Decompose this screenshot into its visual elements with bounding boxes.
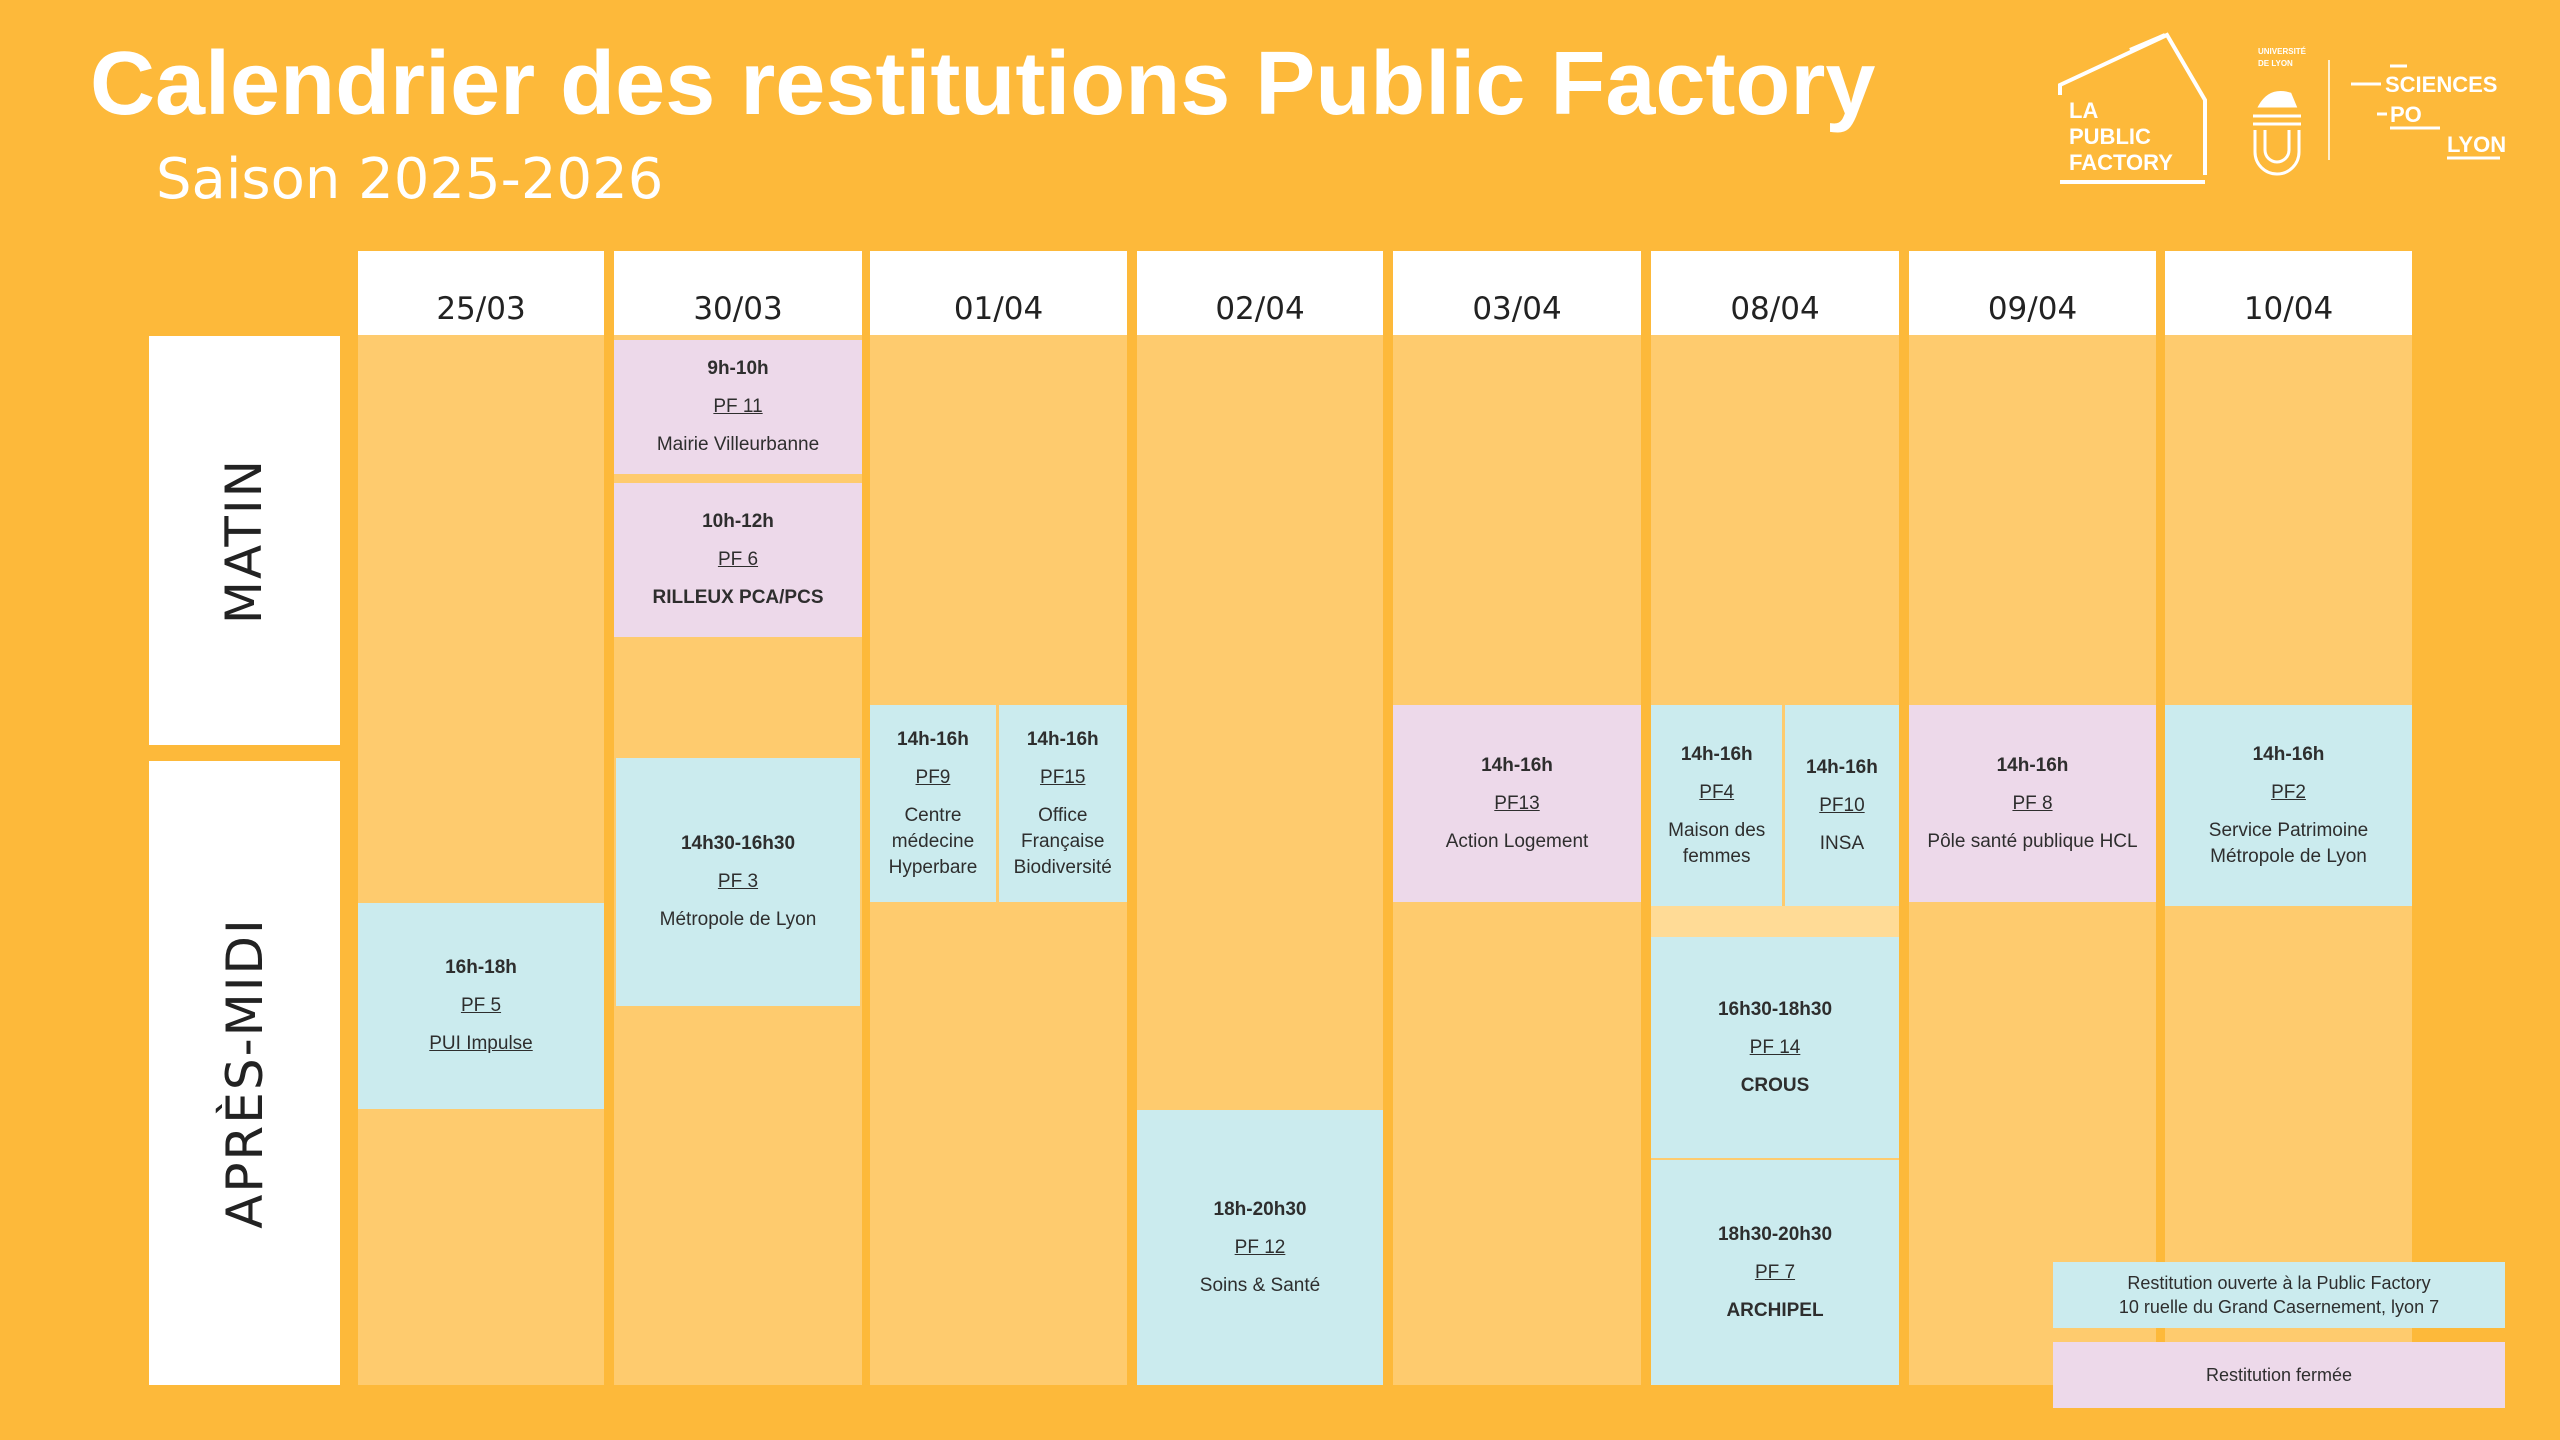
event-code-link[interactable]: PF10 (1819, 794, 1865, 816)
event-code-link[interactable]: PF 11 (713, 396, 763, 417)
event-partner: PUI Impulse (429, 1033, 533, 1054)
event-partner: INSA (1819, 832, 1865, 854)
event-code-link[interactable]: PF 7 (1754, 1261, 1796, 1283)
event-time: 14h-16h (1680, 743, 1753, 765)
event-code-link[interactable]: PF 6 (717, 549, 759, 570)
svg-text:LA: LA (2069, 98, 2098, 123)
event-partner: CROUS (1740, 1074, 1810, 1096)
page-subtitle: Saison 2025-2026 (156, 147, 664, 212)
event-time: 14h-16h (2252, 743, 2325, 765)
event-code-link[interactable]: PF 3 (717, 871, 759, 892)
event-time: 16h30-18h30 (1717, 998, 1833, 1020)
event-partner: Centre médecine Hyperbare (888, 804, 978, 878)
event-code-link[interactable]: PF13 (1494, 792, 1540, 814)
legend-open: Restitution ouverte à la Public Factory … (2053, 1262, 2505, 1328)
svg-text:SCIENCES: SCIENCES (2385, 72, 2497, 97)
event-time: 14h-16h (1026, 728, 1099, 750)
event-code-link[interactable]: PF 14 (1749, 1036, 1801, 1058)
legend-closed: Restitution fermée (2053, 1342, 2505, 1408)
event-partner: Action Logement (1445, 830, 1589, 852)
row-label-afternoon-text: APRÈS-MIDI (215, 917, 274, 1229)
event-time: 18h-20h30 (1213, 1198, 1307, 1220)
public-factory-logo (2058, 32, 2207, 184)
event-pf4[interactable]: 14h-16h PF4 Maison des femmes (1651, 705, 1783, 906)
event-partner: ARCHIPEL (1726, 1299, 1824, 1321)
event-code-link[interactable]: PF 5 (460, 995, 502, 1016)
svg-text:PUBLIC: PUBLIC (2069, 124, 2151, 149)
row-label-morning: MATIN (149, 336, 340, 745)
event-pf3[interactable]: 14h30-16h30 PF 3 Métropole de Lyon (616, 758, 860, 1006)
event-pf14[interactable]: 16h30-18h30 PF 14 CROUS (1651, 937, 1899, 1158)
partner-logos: LA PUBLIC FACTORY UNIVERSITÉ DE LYON SCI… (2058, 32, 2506, 184)
event-partner: Mairie Villeurbanne (656, 434, 820, 455)
day-label: 10/04 (2243, 291, 2334, 327)
svg-text:UNIVERSITÉ: UNIVERSITÉ (2258, 47, 2307, 56)
event-pf8[interactable]: 14h-16h PF 8 Pôle santé publique HCL (1909, 705, 2156, 902)
event-pf12[interactable]: 18h-20h30 PF 12 Soins & Santé (1137, 1110, 1383, 1385)
event-time: 14h-16h (897, 728, 969, 750)
event-pf6[interactable]: 10h-12h PF 6 RILLEUX PCA/PCS (614, 483, 862, 637)
day-label: 02/04 (1215, 291, 1305, 327)
day-label: 09/04 (1987, 291, 2078, 327)
svg-text:PO: PO (2390, 102, 2422, 127)
day-header: 01/04 (870, 251, 1127, 335)
event-pf5[interactable]: 16h-18h PF 5 PUI Impulse (358, 903, 604, 1109)
event-pf15[interactable]: 14h-16h PF15 Office Française Biodiversité (998, 705, 1127, 902)
day-label: 08/04 (1730, 291, 1820, 327)
day-column: 25/03 (358, 251, 604, 1385)
event-time: 18h30-20h30 (1717, 1223, 1833, 1245)
day-label: 25/03 (436, 291, 526, 327)
day-body (358, 335, 604, 1385)
event-partner: Office Française Biodiversité (1013, 804, 1112, 878)
event-partner: Service Patrimoine Métropole de Lyon (2208, 819, 2369, 867)
event-code-link[interactable]: PF 12 (1234, 1236, 1286, 1258)
legend-closed-text: Restitution fermée (2205, 1365, 2353, 1385)
row-label-morning-text: MATIN (215, 457, 274, 624)
event-code-link[interactable]: PF9 (915, 766, 951, 788)
event-code-link[interactable]: PF4 (1699, 781, 1735, 803)
event-pf2[interactable]: 14h-16h PF2 Service Patrimoine Métropole d… (2165, 705, 2412, 906)
event-pf13[interactable]: 14h-16h PF13 Action Logement (1393, 705, 1641, 902)
day-label: 30/03 (693, 291, 783, 327)
svg-text:LYON: LYON (2447, 132, 2506, 157)
svg-text:FACTORY: FACTORY (2069, 150, 2173, 175)
event-time: 14h-16h (1481, 754, 1553, 776)
event-partner: RILLEUX PCA/PCS (652, 587, 824, 608)
legend-open-line2: 10 ruelle du Grand Casernement, lyon 7 (2118, 1297, 2440, 1317)
day-header: 25/03 (358, 251, 604, 335)
row-label-afternoon: APRÈS-MIDI (149, 761, 340, 1385)
event-partner: Métropole de Lyon (659, 909, 817, 930)
event-code-link[interactable]: PF 8 (2012, 792, 2053, 814)
event-time: 14h-16h (1996, 754, 2069, 776)
sciences-po-lyon-logo: SCIENCES PO LYON (2385, 72, 2506, 157)
event-time: 14h-16h (1806, 756, 1878, 778)
legend-open-line1: Restitution ouverte à la Public Factory (2127, 1273, 2431, 1293)
event-partner: Soins & Santé (1199, 1274, 1321, 1296)
event-time: 14h30-16h30 (680, 833, 796, 854)
day-header: 03/04 (1393, 251, 1641, 335)
event-time: 9h-10h (707, 358, 769, 379)
event-pf10[interactable]: 14h-16h PF10 INSA (1784, 705, 1899, 906)
event-pf11[interactable]: 9h-10h PF 11 Mairie Villeurbanne (614, 340, 862, 474)
event-pf7[interactable]: 18h30-20h30 PF 7 ARCHIPEL (1651, 1160, 1899, 1385)
event-code-link[interactable]: PF15 (1040, 766, 1086, 788)
day-label: 03/04 (1472, 291, 1562, 327)
page-title: Calendrier des restitutions Public Facto… (90, 34, 1876, 134)
event-partner: Pôle santé publique HCL (1927, 830, 2138, 852)
gap (1651, 906, 1899, 937)
event-pf9[interactable]: 14h-16h PF9 Centre médecine Hyperbare (870, 705, 996, 902)
day-label: 01/04 (953, 291, 1044, 327)
day-header: 08/04 (1651, 251, 1899, 335)
day-header: 30/03 (614, 251, 862, 335)
event-code-link[interactable]: PF2 (2271, 781, 2306, 803)
event-time: 10h-12h (702, 511, 774, 532)
day-header: 02/04 (1137, 251, 1383, 335)
universite-lyon-logo (2253, 91, 2301, 176)
event-time: 16h-18h (445, 957, 517, 978)
svg-text:DE LYON: DE LYON (2258, 59, 2293, 68)
event-partner: Maison des femmes (1668, 819, 1766, 867)
day-header: 10/04 (2165, 251, 2412, 335)
day-header: 09/04 (1909, 251, 2156, 335)
